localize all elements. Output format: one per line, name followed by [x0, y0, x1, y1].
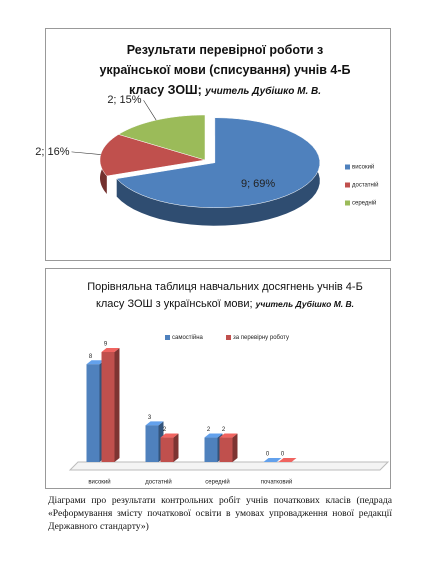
- x-tick-label: середній: [205, 479, 229, 486]
- x-tick-label: початковий: [261, 479, 292, 486]
- bar-side: [114, 348, 120, 462]
- bar-top: [101, 348, 120, 352]
- legend-swatch: [345, 164, 350, 170]
- legend-label: за перевірну роботу: [233, 335, 289, 341]
- bar-top: [278, 458, 297, 462]
- bar: [219, 437, 233, 462]
- bar-top: [263, 458, 282, 462]
- data-label: 3: [148, 415, 152, 421]
- subtitle: учитель Дубішко М. В.: [255, 299, 355, 309]
- legend-swatch: [345, 200, 350, 206]
- data-label: 9: [104, 342, 108, 348]
- title-text: Порівняльна таблиця навчальних досягнень…: [87, 281, 363, 310]
- bar: [204, 437, 218, 462]
- bar: [86, 364, 100, 462]
- data-label: 2: [163, 427, 167, 433]
- legend-label: достатній: [352, 182, 378, 189]
- data-label: 2; 16%: [35, 146, 69, 158]
- data-label: 0: [281, 452, 285, 458]
- data-label: 2: [222, 427, 226, 433]
- floor: [68, 461, 390, 471]
- bar: [101, 352, 115, 462]
- legend-swatch: [345, 182, 350, 188]
- bar-side: [232, 433, 238, 462]
- pie-title: Результати перевірної роботи з українськ…: [95, 40, 355, 102]
- legend-label: самостійна: [172, 334, 204, 341]
- caption: Діаграми про результати контрольних робі…: [48, 495, 392, 532]
- bar-top: [219, 433, 238, 438]
- data-label: 8: [89, 354, 93, 360]
- leader-line: [71, 151, 101, 155]
- bar-top: [86, 360, 105, 365]
- bar-side: [173, 433, 179, 462]
- bar-top: [204, 433, 223, 438]
- legend-label: середній: [352, 200, 376, 207]
- subtitle: учитель Дубішко М. В.: [205, 86, 322, 97]
- legend-swatch: [226, 335, 231, 340]
- bar-top: [145, 421, 164, 426]
- x-tick-label: високий: [88, 479, 110, 486]
- legend-label: високий: [352, 164, 374, 171]
- bar-top: [160, 433, 179, 438]
- slice: [116, 117, 321, 208]
- data-label: 2; 15%: [107, 94, 141, 106]
- leader-line: [143, 100, 157, 121]
- x-tick-label: достатній: [145, 479, 171, 486]
- legend-swatch: [165, 335, 170, 340]
- data-label: 9; 69%: [241, 178, 275, 190]
- title-text: Результати перевірної роботи з українськ…: [99, 43, 351, 97]
- data-label: 2: [207, 427, 211, 433]
- bar: [145, 425, 159, 462]
- bar-title: Порівняльна таблиця навчальних досягнень…: [85, 279, 365, 313]
- bar: [160, 437, 174, 462]
- data-label: 0: [266, 452, 270, 458]
